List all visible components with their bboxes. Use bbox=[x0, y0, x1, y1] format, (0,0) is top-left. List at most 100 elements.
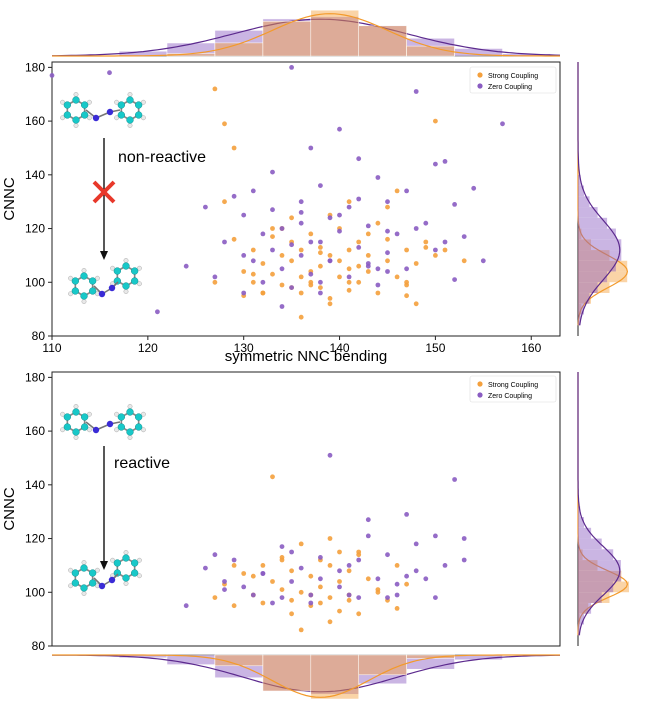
zero-coupling-point bbox=[356, 245, 362, 250]
strong-coupling-point bbox=[337, 549, 342, 555]
zero-coupling-point bbox=[183, 603, 189, 609]
bottom-annotation: reactive bbox=[114, 455, 170, 472]
strong-coupling-point bbox=[413, 261, 419, 266]
zero-coupling-point bbox=[241, 253, 247, 258]
marginal-bar bbox=[578, 250, 610, 261]
zero-coupling-point bbox=[298, 210, 304, 215]
marginal-bar bbox=[578, 560, 598, 571]
y-tick-label: 180 bbox=[25, 370, 45, 384]
marginal-bar bbox=[578, 185, 584, 197]
zero-coupling-point bbox=[413, 226, 419, 231]
x-tick-label: 110 bbox=[42, 341, 61, 355]
marginal-bar bbox=[578, 506, 581, 518]
marginal-bar bbox=[578, 282, 598, 293]
strong-coupling-point bbox=[327, 296, 333, 301]
zero-coupling-point bbox=[442, 239, 448, 245]
zero-coupling-point bbox=[308, 271, 314, 277]
zero-coupling-point bbox=[337, 584, 342, 590]
zero-coupling-point bbox=[279, 544, 285, 549]
zero-coupling-point bbox=[375, 282, 381, 288]
strong-coupling-point bbox=[404, 581, 409, 587]
zero-coupling-point bbox=[433, 533, 438, 539]
strong-coupling-point bbox=[327, 253, 333, 258]
top-y-ticks: 80 100 120 140 160 180 bbox=[25, 60, 52, 343]
molecule-trans-icon bbox=[60, 92, 146, 128]
strong-coupling-point bbox=[250, 247, 256, 253]
zero-coupling-point bbox=[433, 161, 438, 167]
x-tick-label: 150 bbox=[425, 341, 445, 355]
molecule-twisted-icon bbox=[68, 258, 142, 304]
strong-coupling-point bbox=[279, 587, 285, 592]
zero-coupling-point bbox=[49, 73, 55, 78]
zero-coupling-point bbox=[394, 592, 400, 598]
marginal-bar bbox=[578, 624, 581, 636]
strong-coupling-point bbox=[346, 568, 352, 574]
zero-coupling-point bbox=[471, 185, 477, 191]
zero-coupling-point bbox=[270, 247, 275, 253]
zero-coupling-point bbox=[413, 89, 419, 94]
strong-coupling-point bbox=[279, 253, 285, 258]
zero-coupling-point bbox=[241, 290, 247, 296]
strong-coupling-point bbox=[308, 231, 314, 237]
top-legend-strong-label: Strong Coupling bbox=[488, 73, 538, 80]
strong-coupling-point bbox=[289, 568, 294, 574]
strong-coupling-point bbox=[346, 266, 352, 272]
top-scatter-panel: 80 100 120 140 160 180 110 120 130 140 150 160 CNN… bbox=[1, 60, 561, 365]
strong-coupling-point bbox=[318, 600, 323, 606]
zero-coupling-point bbox=[298, 253, 304, 258]
zero-coupling-point bbox=[375, 266, 381, 272]
bottom-y-axis-label: CNNC bbox=[1, 487, 18, 530]
bottom-legend-strong-label: Strong Coupling bbox=[488, 382, 538, 389]
zero-coupling-point bbox=[308, 145, 314, 151]
y-tick-label: 80 bbox=[32, 639, 46, 653]
strong-coupling-point bbox=[394, 563, 400, 568]
zero-coupling-point bbox=[279, 226, 285, 231]
strong-coupling-point bbox=[346, 199, 352, 205]
strong-coupling-point bbox=[212, 279, 218, 285]
marginal-bar bbox=[578, 239, 622, 250]
y-tick-label: 120 bbox=[25, 222, 45, 236]
zero-coupling-point bbox=[385, 552, 390, 558]
zero-coupling-point bbox=[365, 533, 371, 539]
zero-coupling-point bbox=[452, 477, 457, 482]
marginal-bar bbox=[578, 293, 590, 304]
zero-coupling-point bbox=[279, 304, 285, 309]
marginal-bar bbox=[578, 613, 580, 625]
strong-coupling-point bbox=[231, 145, 237, 151]
zero-coupling-point bbox=[461, 557, 467, 563]
marginal-bar bbox=[578, 282, 610, 293]
strong-coupling-point bbox=[231, 603, 237, 609]
strong-coupling-point bbox=[289, 597, 294, 603]
marginal-bar bbox=[578, 570, 621, 582]
zero-coupling-point bbox=[442, 159, 448, 164]
marginal-bar bbox=[578, 581, 629, 593]
marginal-bar bbox=[578, 228, 582, 240]
strong-coupling-point bbox=[327, 619, 333, 625]
x-tick-label: 140 bbox=[330, 341, 350, 355]
top-reaction-arrowhead bbox=[100, 251, 108, 260]
y-tick-label: 180 bbox=[25, 60, 45, 74]
zero-coupling-point bbox=[222, 239, 227, 245]
strong-coupling-point bbox=[308, 282, 314, 288]
strong-coupling-point bbox=[318, 263, 323, 269]
zero-coupling-point bbox=[260, 279, 266, 285]
strong-coupling-point bbox=[375, 589, 381, 595]
marginal-bar bbox=[578, 228, 616, 240]
zero-coupling-point bbox=[318, 555, 323, 560]
x-tick-label: 120 bbox=[138, 341, 158, 355]
marginal-bar bbox=[578, 581, 614, 593]
zero-coupling-point bbox=[308, 592, 314, 598]
zero-coupling-point bbox=[356, 557, 362, 563]
strong-coupling-point bbox=[337, 258, 342, 264]
marginal-bar bbox=[358, 654, 407, 676]
strong-coupling-point bbox=[356, 239, 362, 245]
marginal-kde bbox=[52, 654, 560, 698]
strong-coupling-point bbox=[442, 247, 448, 253]
zero-coupling-point bbox=[365, 223, 371, 229]
strong-coupling-point bbox=[356, 549, 362, 555]
zero-coupling-point bbox=[289, 579, 294, 584]
marginal-bar bbox=[578, 303, 584, 315]
zero-coupling-point bbox=[107, 70, 112, 76]
strong-coupling-point bbox=[375, 290, 381, 296]
strong-coupling-point bbox=[404, 279, 409, 285]
